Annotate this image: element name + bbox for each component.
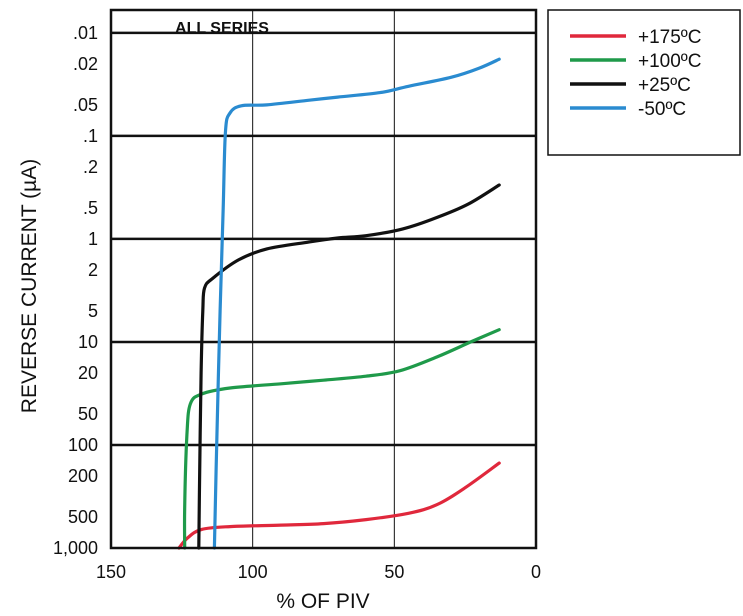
- series-line-3: [212, 57, 501, 550]
- y-tick-label: .02: [73, 54, 98, 74]
- legend: +175ºC +100ºC +25ºC -50ºC: [547, 9, 741, 156]
- y-tick-label: .5: [83, 198, 98, 218]
- plot-background: [111, 10, 536, 548]
- legend-label-2: +25ºC: [638, 75, 691, 96]
- legend-label-1: +100ºC: [638, 51, 701, 72]
- x-tick-label: 100: [238, 562, 268, 582]
- y-tick-label: 10: [78, 332, 98, 352]
- x-tick-label: 50: [384, 562, 404, 582]
- y-tick-label: 1: [88, 229, 98, 249]
- series-lines: [177, 57, 501, 550]
- series-annotation: ALL SERIES: [175, 20, 269, 37]
- x-tick-label: 0: [531, 562, 541, 582]
- y-tick-label: 5: [88, 301, 98, 321]
- y-tick-label: 500: [68, 507, 98, 527]
- series-line-2: [197, 183, 501, 550]
- y-tick-label: 50: [78, 404, 98, 424]
- y-tick-label: .05: [73, 95, 98, 115]
- y-tick-labels: .01 .02 .05 .1 .2 .5 1 2 5 10 20 50 100 200 500 1,000: [53, 23, 98, 558]
- y-tick-label: .1: [83, 126, 98, 146]
- series-line-1: [182, 328, 501, 550]
- y-tick-label: .01: [73, 23, 98, 43]
- x-axis-title: % OF PIV: [276, 590, 369, 613]
- y-tick-label: 100: [68, 435, 98, 455]
- y-tick-label: .2: [83, 157, 98, 177]
- series-line-0: [177, 461, 501, 550]
- x-tick-label: 150: [96, 562, 126, 582]
- y-tick-label: 20: [78, 363, 98, 383]
- y-axis-title: REVERSE CURRENT (µA): [18, 159, 41, 413]
- y-tick-label: 1,000: [53, 538, 98, 558]
- x-tick-labels: 150 100 50 0: [96, 562, 541, 582]
- legend-label-0: +175ºC: [638, 27, 701, 48]
- y-tick-label: 2: [88, 260, 98, 280]
- plot-frame: [109, 8, 538, 550]
- y-tick-label: 200: [68, 466, 98, 486]
- legend-label-3: -50ºC: [638, 99, 686, 120]
